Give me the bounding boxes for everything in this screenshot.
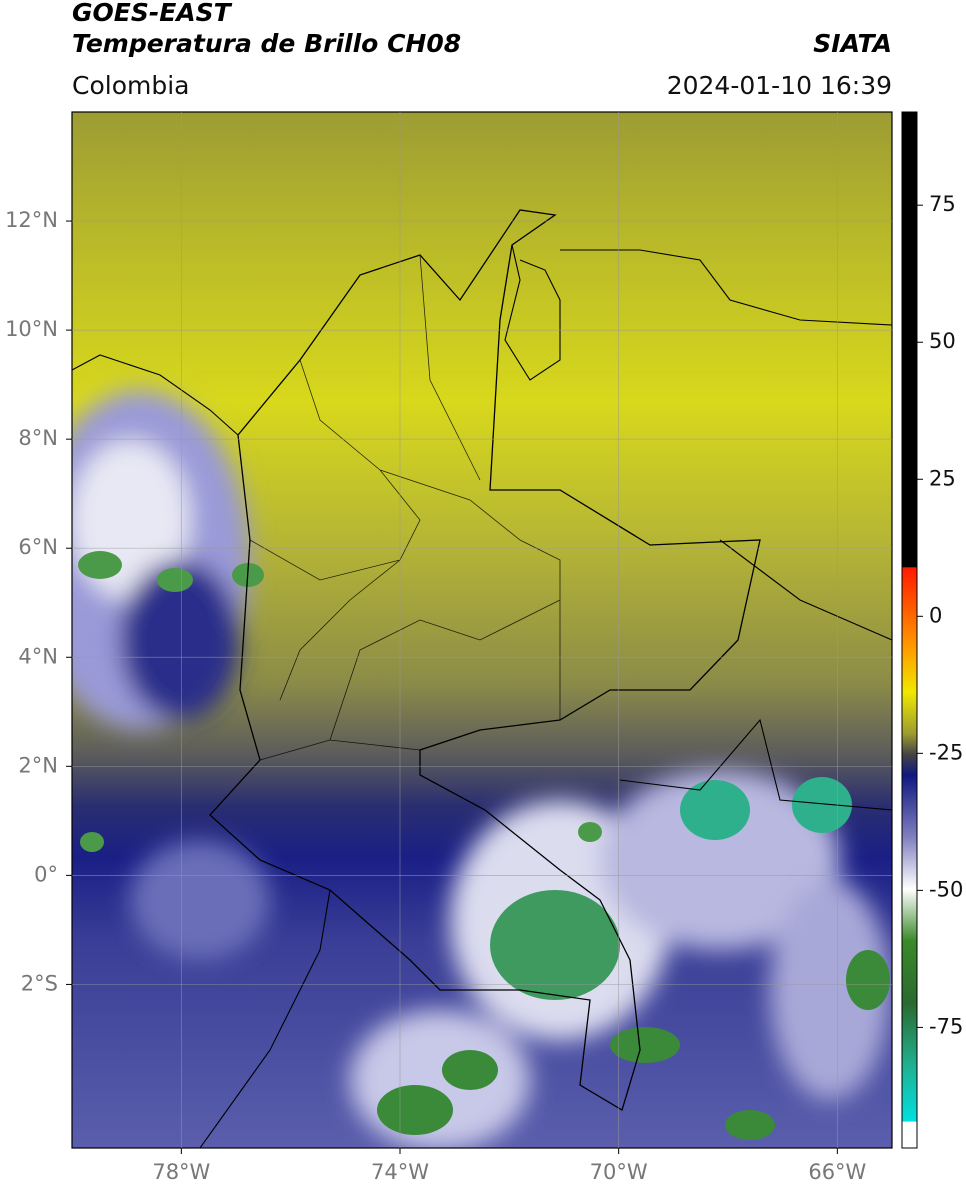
colorbar-tick-label: 75 (929, 192, 956, 216)
y-tick-label: 4°N (18, 644, 58, 668)
y-tick-label: 10°N (5, 317, 58, 341)
datetime: 2024-01-10 16:39 (667, 71, 892, 100)
y-tick-label: 8°N (18, 426, 58, 450)
y-tick-label: 2°N (18, 753, 58, 777)
y-tick-label: 2°S (21, 971, 58, 995)
colorbar-tick-label: 0 (929, 603, 942, 627)
x-tick-label: 78°W (152, 1160, 210, 1184)
colorbar-tick-label: 25 (929, 466, 956, 490)
x-tick-label: 70°W (590, 1160, 648, 1184)
y-tick-label: 12°N (5, 208, 58, 232)
x-tick-label: 66°W (808, 1160, 866, 1184)
map-frame (71, 111, 893, 1149)
region: Colombia (72, 71, 189, 100)
organization: SIATA (813, 29, 892, 58)
y-tick-label: 0° (34, 862, 58, 886)
colorbar-tick-label: -75 (929, 1014, 963, 1038)
colorbar-tick-label: 50 (929, 329, 956, 353)
subtitle: Temperatura de Brillo CH08 (72, 29, 461, 58)
colorbar (901, 111, 918, 1149)
satellite-image (72, 112, 892, 1148)
x-tick-label: 74°W (371, 1160, 429, 1184)
colorbar-tick-label: -25 (929, 740, 963, 764)
y-tick-label: 6°N (18, 535, 58, 559)
colorbar-tick-label: -50 (929, 877, 963, 901)
title: GOES-EAST (72, 0, 233, 27)
